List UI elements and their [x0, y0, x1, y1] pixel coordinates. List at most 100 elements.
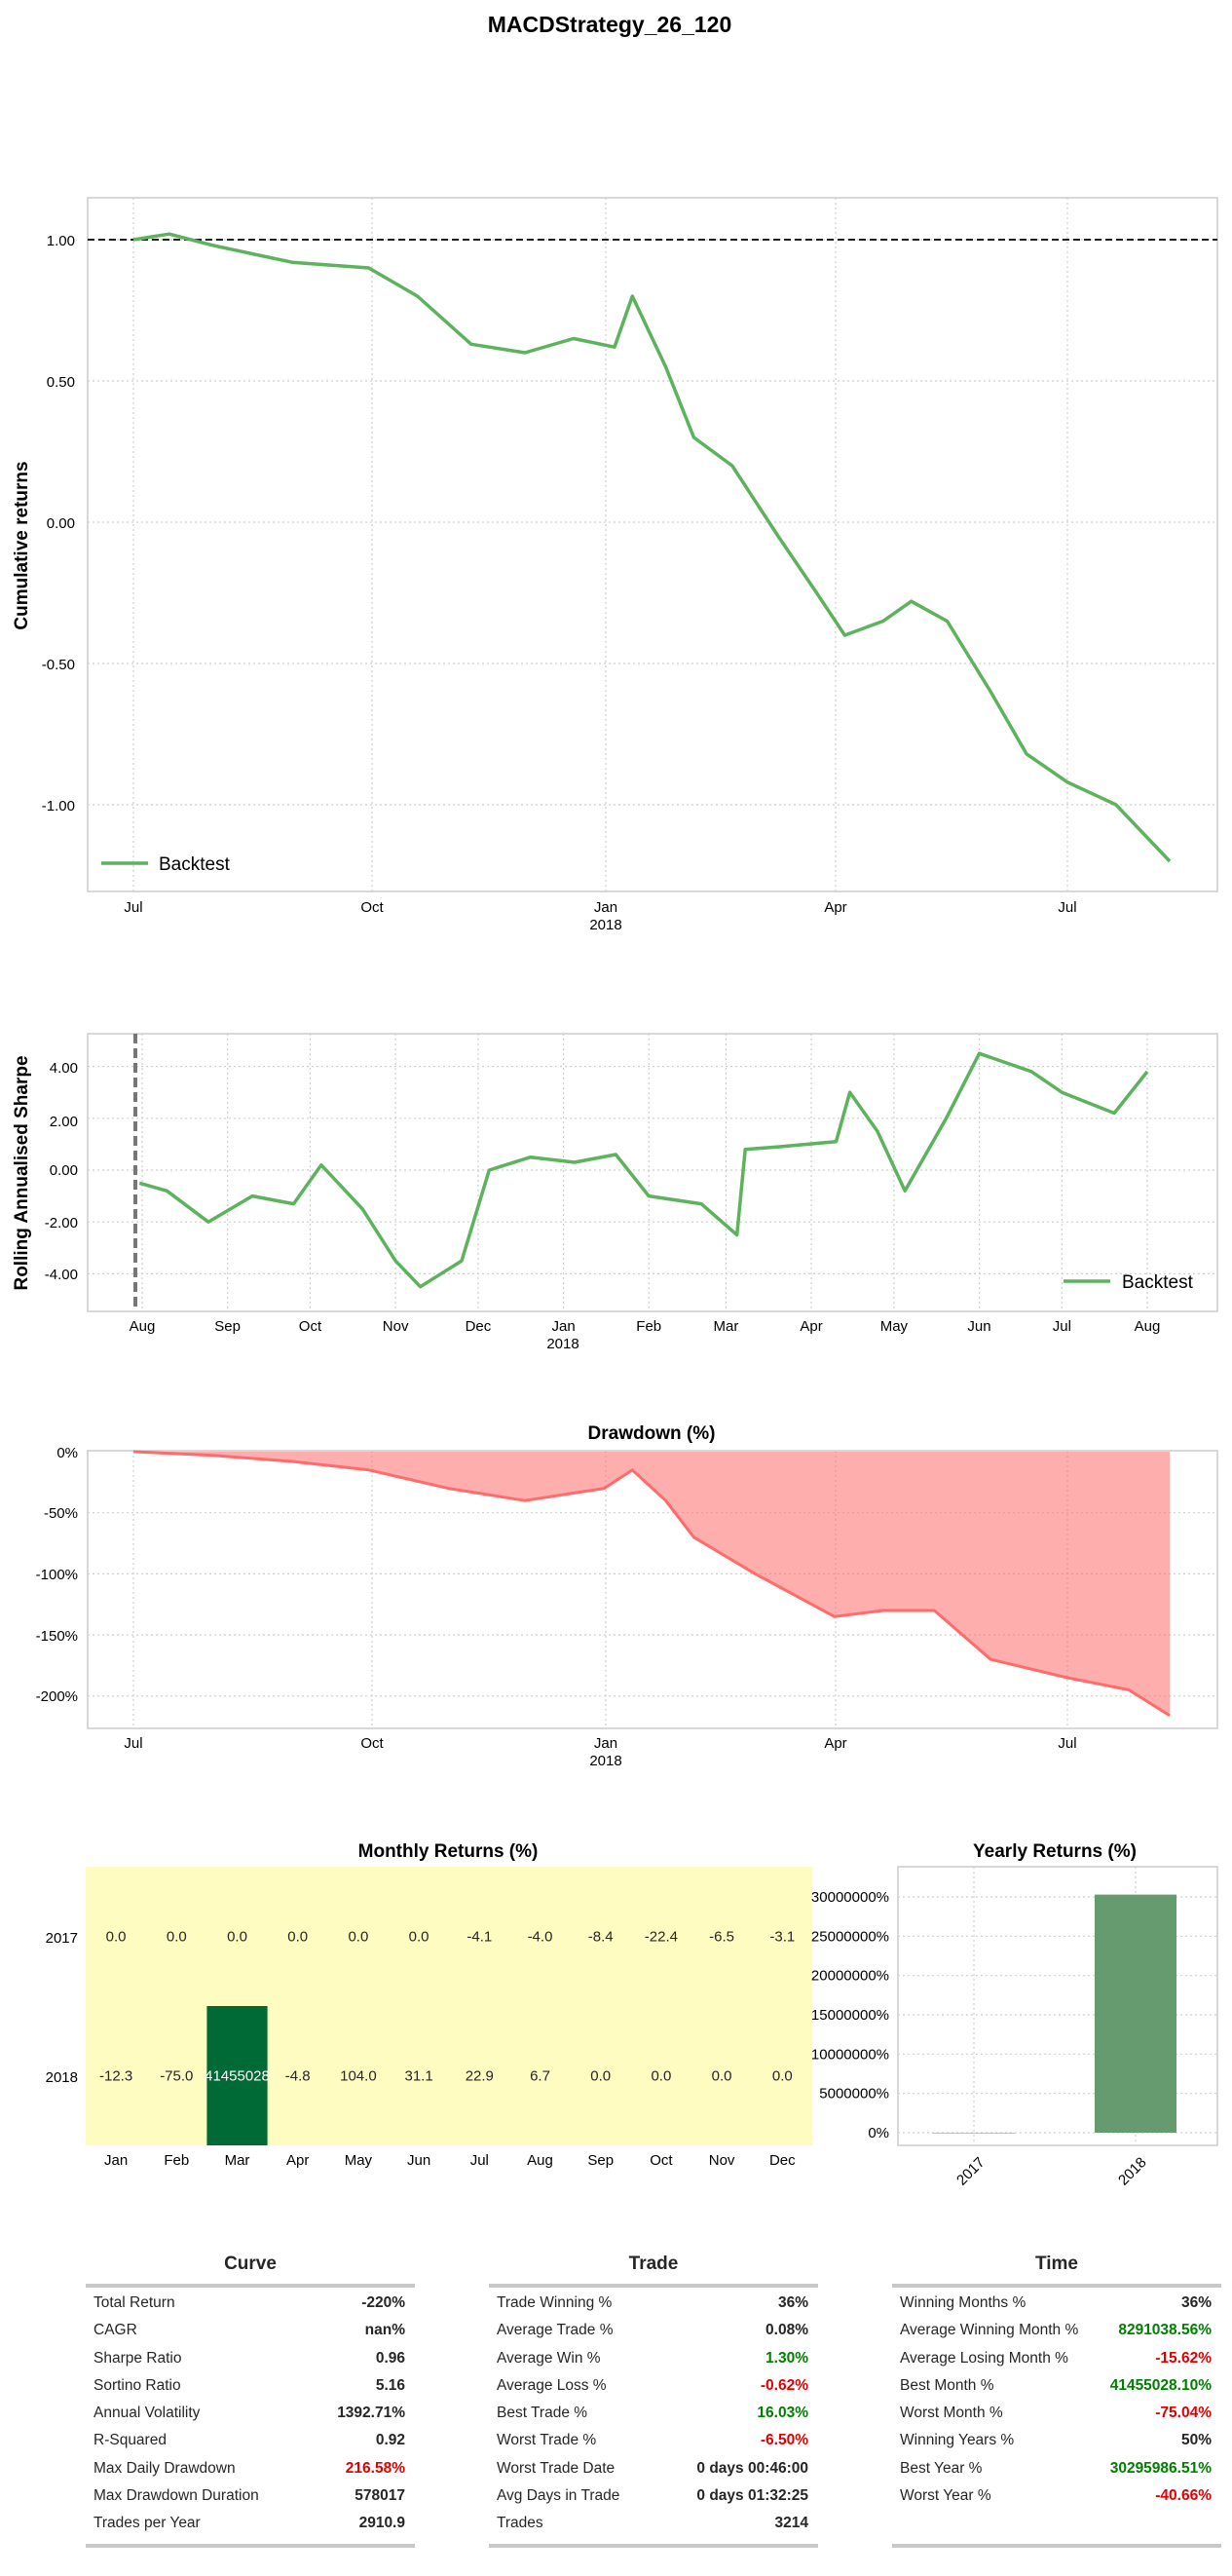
heatmap-cell-value: 0.0 — [712, 2068, 732, 2085]
sharpe-xtick: Oct — [299, 1318, 322, 1335]
stats-label: Best Trade % — [497, 2405, 588, 2422]
heatmap-cell-value: -6.5 — [709, 1929, 734, 1946]
cumret-plot-frame — [87, 197, 1218, 892]
time-stats-title: Time — [1034, 2254, 1078, 2274]
sharpe-ylabel: Rolling Annualised Sharpe — [12, 1055, 32, 1290]
stats-value: nan% — [364, 2322, 405, 2339]
stats-value: 41455028.10% — [1109, 2376, 1212, 2394]
stats-row: Worst Trade Date 0 days 00:46:00 — [489, 2455, 818, 2482]
stats-label: Average Trade % — [497, 2322, 614, 2339]
stats-value: -75.04% — [1155, 2405, 1212, 2422]
stats-row: Annual Volatility 1392.71% — [86, 2400, 415, 2427]
heatmap-cell-value: -4.1 — [467, 1929, 492, 1946]
stats-label: Winning Months % — [900, 2294, 1027, 2311]
drawdown-panel: Drawdown (%) 0% -50% -100% -150% -200% J… — [36, 1423, 1218, 1769]
cumret-xtick: Jul — [1058, 899, 1076, 916]
stats-label: Worst Month % — [900, 2405, 1003, 2422]
heatmap-cell-value: 0.0 — [106, 1929, 127, 1946]
monthly-row-label: 2018 — [46, 2069, 78, 2086]
sharpe-xtick: Jun — [967, 1318, 990, 1335]
monthly-title: Monthly Returns (%) — [358, 1841, 539, 1862]
heatmap-col-label: Jun — [407, 2152, 430, 2169]
stats-value: 16.03% — [757, 2405, 808, 2422]
stats-value: -15.62% — [1155, 2349, 1212, 2367]
stats-label: Worst Year % — [900, 2487, 991, 2505]
stats-row: CAGR nan% — [86, 2317, 415, 2344]
yearly-bar — [933, 2133, 1015, 2134]
sharpe-ytick: 0.00 — [50, 1162, 78, 1179]
drawdown-area — [133, 1452, 1171, 1716]
stats-label: Annual Volatility — [93, 2405, 201, 2422]
sharpe-ytick: 4.00 — [50, 1060, 78, 1077]
heatmap-cell-value: 0.0 — [287, 1929, 308, 1946]
stats-label: Total Return — [93, 2294, 175, 2311]
heatmap-col-label: Sep — [587, 2152, 614, 2169]
stats-value: 1392.71% — [337, 2405, 405, 2422]
sharpe-ytick: -4.00 — [45, 1267, 78, 1283]
yearly-ytick: 20000000% — [811, 1968, 889, 1985]
stats-value: -0.62% — [760, 2376, 808, 2394]
heatmap-cell-value: -22.4 — [645, 1929, 678, 1946]
sharpe-xtick: Sep — [214, 1318, 241, 1335]
stats-value: 0.08% — [765, 2322, 808, 2339]
heatmap-col-label: Apr — [286, 2152, 309, 2169]
stats-row: Max Drawdown Duration 578017 — [86, 2482, 415, 2510]
dd-ytick: -150% — [36, 1628, 78, 1645]
table-rule — [892, 2543, 1221, 2548]
stats-label: Best Month % — [900, 2376, 994, 2394]
dd-ytick: -50% — [44, 1505, 78, 1522]
yearly-ytick: 5000000% — [819, 2086, 889, 2102]
stats-row: Winning Months % 36% — [892, 2290, 1221, 2317]
cumret-ytick: -1.00 — [42, 798, 75, 814]
table-rule — [489, 2284, 818, 2288]
figure-title: MACDStrategy_26_120 — [488, 12, 732, 37]
stats-row: Average Loss % -0.62% — [489, 2372, 818, 2400]
stats-value: 3214 — [774, 2515, 808, 2532]
sharpe-plot-frame — [87, 1033, 1218, 1312]
heatmap-col-label: Dec — [769, 2152, 796, 2169]
cumret-ytick: 0.00 — [47, 515, 75, 532]
cumret-legend-label: Backtest — [159, 854, 231, 875]
stats-label: Best Year % — [900, 2459, 983, 2477]
heatmap-col-label: Feb — [164, 2152, 189, 2169]
heatmap-cell-value: 22.9 — [466, 2068, 494, 2085]
heatmap-col-label: Jul — [470, 2152, 489, 2169]
heatmap-col-label: May — [345, 2152, 373, 2169]
stats-row: Average Win % 1.30% — [489, 2345, 818, 2372]
stats-value: 0.92 — [375, 2432, 405, 2449]
sharpe-xtick: Dec — [466, 1318, 492, 1335]
sharpe-xtick: May — [880, 1318, 909, 1335]
heatmap-cell-value: 0.0 — [348, 1929, 368, 1946]
sharpe-xtick: Jan — [551, 1318, 575, 1335]
stats-value: 0 days 00:46:00 — [696, 2459, 808, 2477]
heatmap-cell-value: -4.8 — [285, 2068, 311, 2085]
stats-value: 216.58% — [345, 2459, 405, 2477]
cumret-xtick: Jul — [124, 899, 142, 916]
table-rule — [86, 2284, 415, 2288]
heatmap-cell-value: -3.1 — [769, 1929, 795, 1946]
stats-row: Best Year % 30295986.51% — [892, 2455, 1221, 2482]
yearly-ytick: 15000000% — [811, 2007, 889, 2024]
stats-row: Average Trade % 0.08% — [489, 2317, 818, 2344]
sharpe-xtick: Apr — [800, 1318, 822, 1335]
stats-label: Average Winning Month % — [900, 2322, 1079, 2339]
dd-xtick: Oct — [360, 1735, 384, 1752]
stats-row: Sharpe Ratio 0.96 — [86, 2345, 415, 2372]
stats-row: Worst Trade % -6.50% — [489, 2427, 818, 2454]
stats-value: 0 days 01:32:25 — [696, 2487, 808, 2505]
cumulative-returns-panel: Cumulative returns 1.00 0.50 0.00 -0.50 … — [12, 197, 1218, 933]
stats-label: Avg Days in Trade — [497, 2487, 620, 2505]
stats-label: Sharpe Ratio — [93, 2349, 182, 2367]
sharpe-xtick-year: 2018 — [546, 1336, 579, 1352]
heatmap-cell-value: 0.0 — [772, 2068, 793, 2085]
cumret-xtick-year: 2018 — [589, 917, 621, 933]
stats-row: Average Losing Month % -15.62% — [892, 2345, 1221, 2372]
stats-label: Sortino Ratio — [93, 2376, 181, 2394]
stats-row: Best Trade % 16.03% — [489, 2400, 818, 2427]
table-rule — [892, 2284, 1221, 2288]
stats-label: Trade Winning % — [497, 2294, 613, 2311]
sharpe-series-line — [138, 1051, 1149, 1289]
stats-row: Avg Days in Trade 0 days 01:32:25 — [489, 2482, 818, 2510]
time-stats-table: Time Winning Months % 36% Average Winning … — [892, 2251, 1221, 2550]
heatmap-cell-value: 41455028 — [205, 2068, 270, 2085]
